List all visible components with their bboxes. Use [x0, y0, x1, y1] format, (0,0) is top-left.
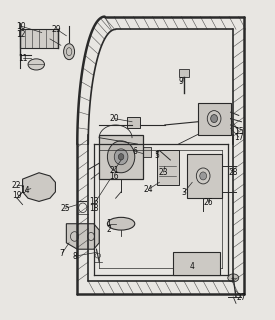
Ellipse shape [28, 59, 45, 70]
Text: 26: 26 [204, 197, 213, 206]
Ellipse shape [228, 274, 239, 282]
Text: 23: 23 [159, 168, 168, 177]
Bar [173, 252, 219, 275]
Text: 21: 21 [109, 166, 119, 175]
Text: 18: 18 [89, 204, 98, 213]
Bar [178, 69, 189, 77]
Bar [99, 134, 143, 179]
Ellipse shape [211, 115, 218, 123]
Text: 17: 17 [234, 132, 244, 141]
Text: 2: 2 [106, 225, 111, 234]
Bar [181, 256, 211, 271]
Ellipse shape [64, 44, 75, 60]
Polygon shape [23, 173, 56, 201]
Text: 14: 14 [21, 186, 30, 195]
Bar [20, 29, 58, 49]
Text: 13: 13 [89, 197, 98, 206]
Text: 4: 4 [190, 262, 195, 271]
Polygon shape [66, 224, 99, 249]
Ellipse shape [200, 172, 207, 180]
Text: 25: 25 [60, 204, 70, 213]
Text: 24: 24 [144, 185, 153, 194]
Text: 12: 12 [16, 30, 26, 39]
Text: 16: 16 [109, 172, 119, 181]
Text: 7: 7 [60, 249, 65, 258]
Text: 11: 11 [18, 53, 27, 62]
Text: 19: 19 [12, 191, 21, 200]
Ellipse shape [108, 141, 135, 173]
Text: 15: 15 [234, 127, 244, 136]
Text: 6: 6 [132, 147, 137, 156]
Text: 27: 27 [237, 293, 246, 302]
Bar [140, 147, 151, 157]
Text: 29: 29 [52, 25, 62, 34]
Text: 9: 9 [179, 77, 184, 86]
Text: 20: 20 [109, 114, 119, 123]
Text: 8: 8 [72, 252, 77, 261]
Ellipse shape [114, 149, 128, 165]
Text: 1: 1 [106, 219, 111, 228]
Text: 3: 3 [182, 188, 186, 197]
Text: 5: 5 [154, 151, 159, 160]
Ellipse shape [108, 217, 135, 230]
Text: 22: 22 [12, 181, 21, 190]
Text: 10: 10 [16, 22, 26, 31]
Text: 28: 28 [229, 168, 238, 177]
Ellipse shape [118, 154, 124, 160]
Bar [198, 103, 230, 134]
Bar [187, 154, 222, 198]
Bar [157, 150, 178, 186]
Bar [126, 117, 140, 128]
